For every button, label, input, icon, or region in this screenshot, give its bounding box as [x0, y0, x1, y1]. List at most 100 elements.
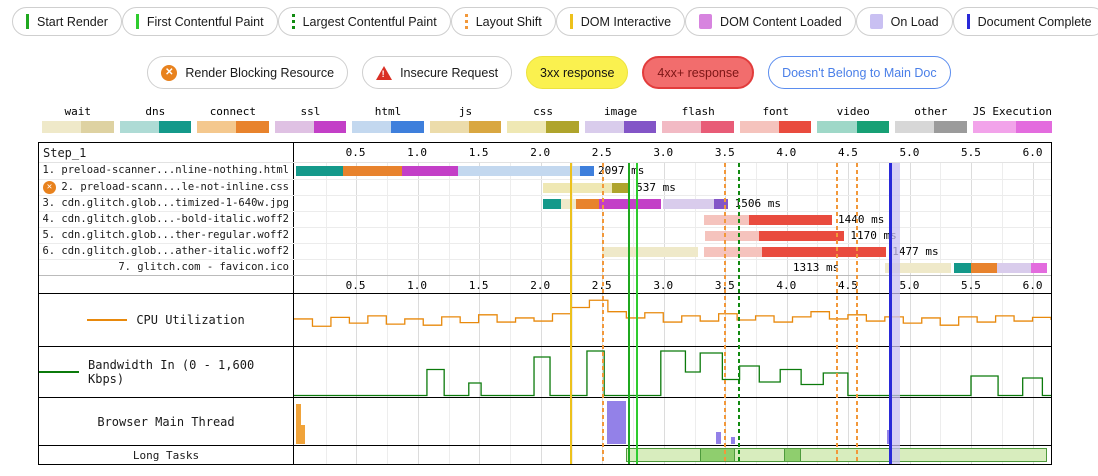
swatch-light	[972, 121, 1016, 133]
swatch-dark	[856, 121, 890, 133]
request-label[interactable]: 1. preload-scanner...nline-nothing.html	[39, 163, 294, 179]
bar-segment-connect-dark[interactable]	[970, 263, 997, 273]
request-flag-legend: ✕ Render Blocking Resource! Insecure Reque…	[0, 56, 1098, 89]
legend-item-on-load: On Load	[855, 7, 953, 36]
time-tick: 3.5	[714, 146, 735, 159]
time-tick: 4.5	[837, 279, 858, 292]
bar-segment-css-dark[interactable]	[611, 183, 628, 193]
long-tasks-label-cell: Long Tasks	[39, 446, 294, 464]
swatch-dark	[1015, 121, 1053, 133]
duration-label: 1477 ms	[892, 245, 939, 258]
time-tick: 3.5	[714, 279, 735, 292]
bar-segment-wait-light[interactable]	[601, 247, 698, 257]
swatch-dark	[623, 121, 657, 133]
bar-segment-image-light[interactable]	[663, 199, 714, 209]
type-label-image: image	[604, 105, 638, 118]
swatch-light	[739, 121, 779, 133]
first-contentful-paint-icon	[135, 14, 139, 29]
request-url-text: 2. preload-scann...le-not-inline.css	[61, 181, 289, 193]
request-label[interactable]: 7. glitch.com - favicon.ico	[39, 260, 294, 275]
type-label-css: css	[533, 105, 553, 118]
time-tick: 4.5	[837, 146, 858, 159]
on-load-icon	[869, 14, 883, 29]
render-blocking-icon: ✕	[161, 64, 178, 81]
duration-label: 1313 ms	[792, 261, 840, 274]
insecure-warning-icon: !	[376, 65, 393, 80]
type-wait: wait	[42, 105, 114, 133]
request-label[interactable]: 3. cdn.glitch.glob...timized-1-640w.jpg	[39, 196, 294, 211]
request-label[interactable]: 6. cdn.glitch.glob...ather-italic.woff2	[39, 244, 294, 259]
bar-segment-image-dark[interactable]	[713, 199, 729, 209]
bar-segment-connect-dark[interactable]	[343, 166, 403, 176]
bar-segment-dns-dark[interactable]	[296, 166, 344, 176]
bar-segment-css-light[interactable]	[542, 183, 612, 193]
request-label[interactable]: 2. preload-scann...le-not-inline.css ✕	[39, 180, 294, 195]
main-thread-activity-bar	[296, 404, 302, 444]
flag-label: 3xx response	[540, 65, 615, 80]
bar-segment-image-light[interactable]	[996, 263, 1032, 273]
bar-segment-html-dark[interactable]	[579, 166, 595, 176]
time-tick: 1.5	[468, 146, 489, 159]
bar-segment-wait-light[interactable]	[561, 199, 576, 209]
bar-segment-dns-dark[interactable]	[542, 199, 562, 209]
bar-segment-ssl-dark[interactable]	[402, 166, 458, 176]
swatch-light	[119, 121, 159, 133]
time-tick: 5.5	[961, 146, 981, 159]
request-row: 7. glitch.com - favicon.ico 1313 ms	[39, 259, 1051, 275]
type-font: font	[739, 105, 812, 133]
bar-segment-wait-light[interactable]	[884, 263, 952, 273]
bar-segment-font-dark[interactable]	[749, 215, 832, 225]
time-tick: 5.5	[961, 279, 981, 292]
type-swatch-dns	[119, 121, 192, 133]
type-label-dns: dns	[145, 105, 166, 118]
type-ssl: ssl	[274, 105, 347, 133]
request-label[interactable]: 4. cdn.glitch.glob...-bold-italic.woff2	[39, 212, 294, 227]
bar-segment-dns-dark[interactable]	[953, 263, 971, 273]
time-tick: 3.0	[653, 146, 674, 159]
request-url-text: 6. cdn.glitch.glob...ather-italic.woff2	[42, 245, 289, 257]
cpu-utilization-label: CPU Utilization	[136, 313, 245, 327]
request-url-text: 5. cdn.glitch.glob...ther-regular.woff2	[42, 229, 289, 241]
render-blocking-icon: ✕	[43, 181, 56, 194]
long-tasks-row: Long Tasks	[39, 445, 1051, 464]
type-swatch-other	[895, 121, 967, 133]
type-swatch-flash	[662, 121, 734, 133]
bar-segment-font-dark[interactable]	[761, 247, 887, 257]
type-label-video: video	[836, 105, 870, 118]
bar-segment-html-light[interactable]	[457, 166, 580, 176]
request-timeline: 1440 ms	[294, 212, 1051, 227]
type-label-connect: connect	[209, 105, 257, 118]
long-tasks-label: Long Tasks	[132, 448, 200, 462]
type-other: other	[895, 105, 967, 133]
flag-3xx-response: 3xx response	[526, 56, 629, 89]
swatch-dark	[81, 121, 114, 133]
time-axis-top: 0.5 1.0 1.5 2.0 2.5 3.0 3.5 4.0 4.5 5.0 5.5 6.0	[294, 143, 1051, 162]
type-label-flash: flash	[681, 105, 715, 118]
bar-segment-font-light[interactable]	[703, 247, 762, 257]
time-tick: 0.5	[345, 279, 366, 292]
warning-exclamation: !	[381, 68, 385, 79]
time-tick: 4.0	[776, 146, 797, 159]
request-timeline: 2097 ms	[294, 163, 1051, 179]
request-label[interactable]: 5. cdn.glitch.glob...ther-regular.woff2	[39, 228, 294, 243]
bandwidth-chart	[294, 347, 1051, 397]
bar-segment-font-light[interactable]	[703, 215, 750, 225]
bar-segment-font-dark[interactable]	[759, 231, 845, 241]
duration-label: 1440 ms	[838, 213, 885, 226]
duration-label: 1506 ms	[734, 197, 782, 210]
type-jsexec: JS Execution	[972, 105, 1053, 133]
flag-doesn-t-belong-to-main-doc: Doesn't Belong to Main Doc	[768, 56, 951, 89]
bar-segment-connect-dark[interactable]	[575, 199, 600, 209]
bar-segment-jsexec-dark[interactable]	[1031, 263, 1048, 273]
time-tick: 1.5	[468, 279, 489, 292]
bar-segment-font-light[interactable]	[705, 231, 760, 241]
bar-segment-ssl-dark[interactable]	[599, 199, 661, 209]
legend-item-label: On Load	[890, 14, 939, 29]
request-timeline: 1170 ms	[294, 228, 1051, 243]
type-js: js	[429, 105, 502, 133]
type-swatch-css	[507, 121, 579, 133]
legend-item-dom-interactive: DOM Interactive	[555, 7, 686, 36]
legend-item-label: First Contentful Paint	[146, 14, 264, 29]
type-swatch-video	[817, 121, 890, 133]
